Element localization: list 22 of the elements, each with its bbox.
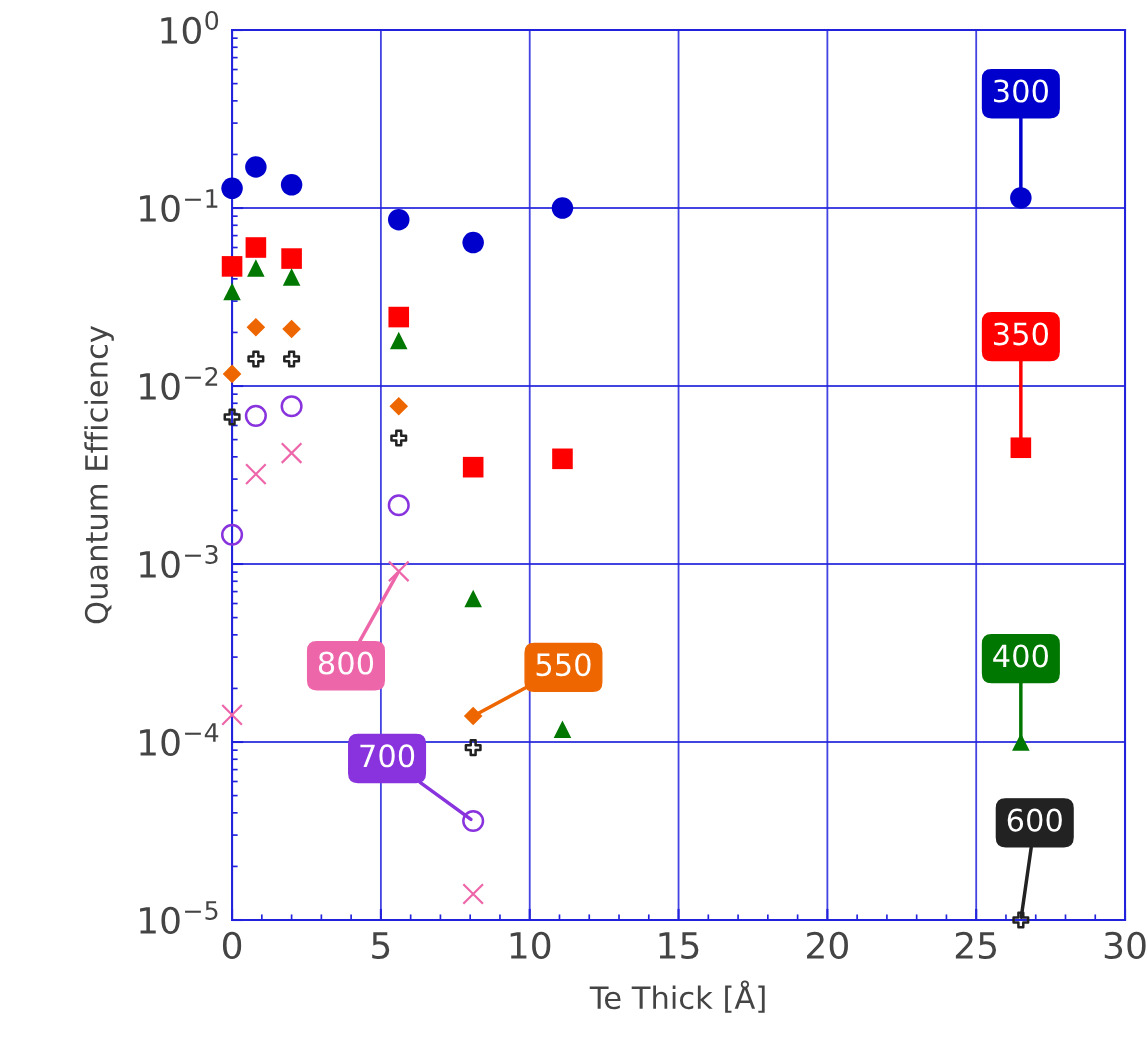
y-axis-title: Quantum Efficiency [84, 325, 114, 624]
x-tick-label: 30 [1104, 931, 1146, 960]
y-tick-label: 10$^{−3}$ [140, 544, 218, 578]
annotation: 350 [994, 322, 1048, 346]
x-tick-label: 25 [955, 931, 997, 960]
y-tick-label: 10$^{−4}$ [140, 723, 219, 756]
annotation: 300 [994, 79, 1048, 103]
x-axis-title: Te Thick [Å] [589, 980, 765, 1013]
y-tick-label: 10$^{−5}$ [140, 901, 218, 934]
annotation: 400 [993, 644, 1048, 668]
x-tick-label: 20 [807, 931, 848, 960]
annotation: 550 [536, 653, 591, 677]
x-tick-label: 10 [510, 931, 551, 960]
annotation: 700 [360, 744, 415, 768]
x-tick-label: 0 [222, 931, 242, 960]
x-tick-label: 5 [372, 932, 390, 960]
y-tick-label: 10$^{−2}$ [140, 366, 218, 400]
y-tick-label: 10$^{−1}$ [140, 189, 218, 223]
x-tick-label: 15 [659, 932, 699, 960]
annotation: 800 [318, 651, 374, 675]
annotation: 600 [1007, 808, 1062, 832]
y-tick-label: 10$^{0}$ [161, 10, 219, 44]
